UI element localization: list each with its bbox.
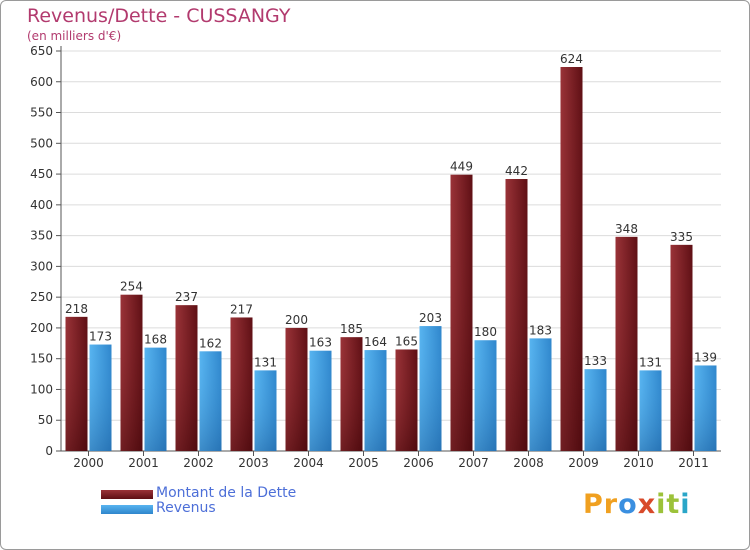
data-label-dette: 442	[505, 164, 528, 178]
bar-dette-shade	[670, 244, 693, 451]
data-label-revenus: 203	[419, 311, 442, 325]
data-label-dette: 449	[450, 160, 473, 174]
y-tick-label: 350	[30, 229, 53, 243]
data-label-dette: 624	[560, 52, 583, 66]
bar-dette-shade	[395, 349, 418, 451]
x-tick-label: 2011	[678, 456, 709, 470]
x-tick-label: 2000	[73, 456, 104, 470]
x-tick-label: 2010	[623, 456, 654, 470]
x-tick-label: 2007	[458, 456, 489, 470]
y-tick-label: 450	[30, 167, 53, 181]
bar-revenus-shade	[364, 350, 387, 451]
y-tick-label: 50	[38, 413, 53, 427]
chart-title: Revenus/Dette - CUSSANGY	[27, 5, 291, 27]
bar-revenus-shade	[309, 350, 332, 451]
data-label-revenus: 180	[474, 325, 497, 339]
y-tick-label: 250	[30, 290, 53, 304]
logo-letter: P	[583, 489, 604, 520]
bar-dette-shade	[230, 317, 253, 451]
bar-revenus-shade	[144, 347, 167, 451]
logo-letter: o	[618, 489, 638, 520]
logo-letter: x	[637, 489, 657, 520]
y-tick-label: 400	[30, 198, 53, 212]
x-tick-label: 2004	[293, 456, 324, 470]
y-tick-label: 550	[30, 106, 53, 120]
x-tick-label: 2002	[183, 456, 214, 470]
bar-dette-shade	[65, 316, 88, 451]
data-label-revenus: 164	[364, 335, 387, 349]
data-label-dette: 254	[120, 280, 143, 294]
legend-swatch-revenus	[101, 505, 153, 514]
logo-letter: i	[656, 489, 667, 520]
x-tick-label: 2003	[238, 456, 269, 470]
x-tick-label: 2009	[568, 456, 599, 470]
bar-revenus-shade	[199, 351, 222, 451]
data-label-dette: 165	[395, 334, 418, 348]
y-tick-label: 100	[30, 382, 53, 396]
data-label-revenus: 173	[89, 330, 112, 344]
x-tick-label: 2001	[128, 456, 159, 470]
data-label-dette: 185	[340, 322, 363, 336]
bar-dette-shade	[450, 174, 473, 451]
proxiti-logo: Proxiti	[583, 489, 691, 520]
bar-revenus-shade	[529, 338, 552, 451]
data-label-revenus: 162	[199, 336, 222, 350]
data-label-revenus: 131	[639, 355, 662, 369]
y-tick-label: 0	[45, 444, 53, 458]
data-label-dette: 335	[670, 230, 693, 244]
bar-revenus-shade	[254, 370, 277, 451]
y-tick-label: 600	[30, 75, 53, 89]
y-tick-label: 650	[30, 44, 53, 58]
data-label-revenus: 183	[529, 323, 552, 337]
bar-dette-shade	[615, 236, 638, 451]
bar-dette-shade	[120, 294, 143, 451]
data-label-dette: 218	[65, 302, 88, 316]
data-label-dette: 217	[230, 302, 253, 316]
data-label-dette: 237	[175, 290, 198, 304]
chart-subtitle: (en milliers d'€)	[27, 29, 122, 43]
bar-dette-shade	[505, 179, 528, 451]
bar-dette-shade	[560, 67, 583, 451]
bar-revenus-shade	[419, 326, 442, 451]
data-label-dette: 200	[285, 313, 308, 327]
bar-dette-shade	[340, 337, 363, 451]
x-tick-label: 2008	[513, 456, 544, 470]
y-tick-label: 200	[30, 321, 53, 335]
data-label-revenus: 131	[254, 355, 277, 369]
bar-revenus-shade	[584, 369, 607, 451]
logo-letter: i	[680, 489, 691, 520]
data-label-revenus: 168	[144, 333, 167, 347]
data-label-dette: 348	[615, 222, 638, 236]
bar-dette-shade	[175, 305, 198, 451]
y-tick-label: 500	[30, 136, 53, 150]
bar-revenus-shade	[89, 344, 112, 451]
data-label-revenus: 163	[309, 336, 332, 350]
bar-revenus-shade	[694, 365, 717, 451]
bar-dette-shade	[285, 327, 308, 451]
logo-letter: t	[666, 489, 681, 520]
logo-letter: r	[603, 489, 619, 520]
y-tick-label: 300	[30, 259, 53, 273]
legend-label-revenus: Revenus	[156, 500, 216, 516]
legend-swatch-dette	[101, 490, 153, 499]
x-tick-label: 2006	[403, 456, 434, 470]
data-label-revenus: 133	[584, 354, 607, 368]
data-label-revenus: 139	[694, 350, 717, 364]
legend-label-dette: Montant de la Dette	[156, 485, 297, 501]
bar-revenus-shade	[474, 340, 497, 451]
bar-revenus-shade	[639, 370, 662, 451]
x-tick-label: 2005	[348, 456, 379, 470]
y-tick-label: 150	[30, 352, 53, 366]
